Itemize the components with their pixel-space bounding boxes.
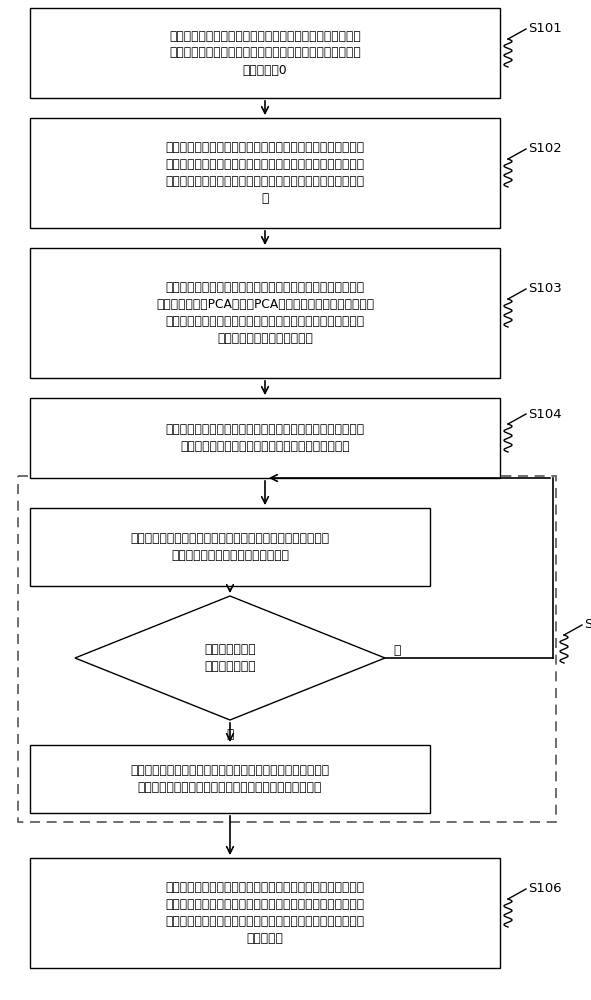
Bar (18, 476, 556, 822)
Bar (30, 398, 500, 478)
Text: 采集焊缝表面图像并进行灰度化得到第一图像，对第一图像
进行图像分割得到遮罩图像，遮罩图像中焊缝以外的背景部
分像素值为0: 采集焊缝表面图像并进行灰度化得到第一图像，对第一图像 进行图像分割得到遮罩图像，… (169, 29, 361, 77)
Polygon shape (75, 596, 385, 720)
Text: 利用第三图像中像素点的梯度幅值进行聚类获得多个类别，分
别对各类别进行PCA，根据PCA结果以及类别中像素点梯度幅
值的均值分别获得各类别的近圆边缘概率，并将近: 利用第三图像中像素点的梯度幅值进行聚类获得多个类别，分 别对各类别进行PCA，根… (156, 281, 374, 345)
Text: S106: S106 (528, 882, 561, 896)
Bar (30, 858, 500, 968)
Text: 否: 否 (393, 644, 400, 656)
Bar (30, 508, 430, 586)
Text: 分别将保留后各类别中相邻三个像素点划分至一组，并分别获
得各组的维度值以分别获得各保留后类别的方向向量: 分别将保留后各类别中相邻三个像素点划分至一组，并分别获 得各组的维度值以分别获得… (165, 423, 365, 453)
Text: S105: S105 (584, 618, 591, 632)
Bar (30, 8, 500, 98)
Text: 将方向向量的余弦相似度大于预设第二阈值的相邻类别合并，
并将合并后的相邻类别作为新的类别: 将方向向量的余弦相似度大于预设第二阈值的相邻类别合并， 并将合并后的相邻类别作为… (131, 532, 330, 562)
Text: S104: S104 (528, 408, 561, 420)
Text: 是: 是 (226, 728, 233, 741)
Text: 根据第四图像中各裂纹区域的平均灰度值以及第二图像的平均
灰度值，分别获得各裂纹区域的差异程度，并根据历史数据库
中不同实际深度对应的差异程度，分别确定各裂纹区域: 根据第四图像中各裂纹区域的平均灰度值以及第二图像的平均 灰度值，分别获得各裂纹区… (165, 881, 365, 945)
Text: 将得到的各类别作为焊缝区域，将焊缝区域在第二图像中对应
位置从第二图像中剔除，得到包含各裂纹区域的第四图像: 将得到的各类别作为焊缝区域，将焊缝区域在第二图像中对应 位置从第二图像中剔除，得… (131, 764, 330, 794)
Text: 合并完所有能够
进行合并的类别: 合并完所有能够 进行合并的类别 (204, 643, 256, 673)
Text: 将遮罩图像与第一图像相乘得到第二图像，对第二图像进行边
缘检测得到第一边缘图像，并对遮罩图像进行边缘检测得到第
二边缘图像，将第一边缘图像与第二边缘图像作差获得: 将遮罩图像与第一图像相乘得到第二图像，对第二图像进行边 缘检测得到第一边缘图像，… (165, 141, 365, 205)
Text: S102: S102 (528, 142, 562, 155)
Bar (30, 745, 430, 813)
Text: S101: S101 (528, 22, 562, 35)
Bar (30, 118, 500, 228)
Bar (30, 248, 500, 378)
Text: S103: S103 (528, 282, 562, 296)
